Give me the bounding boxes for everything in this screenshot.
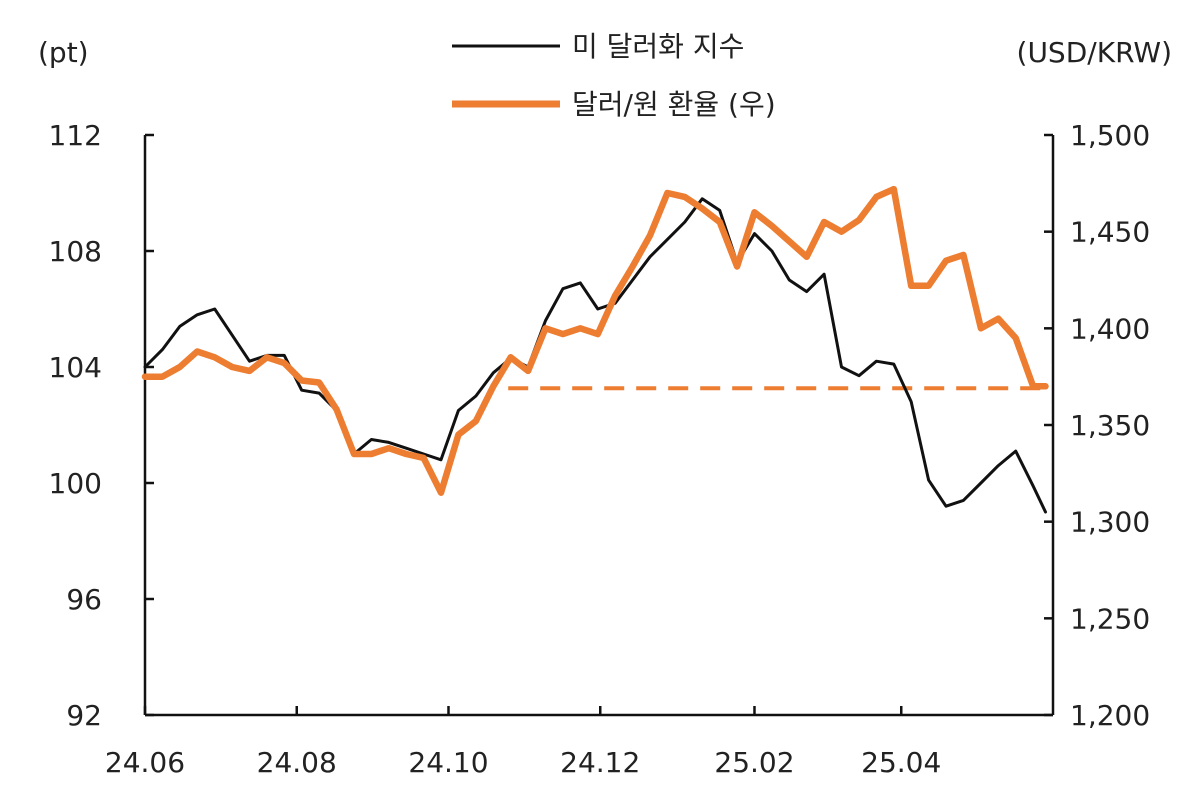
right-y-tick-label: 1,300 [1070, 506, 1150, 539]
right-y-tick-label: 1,250 [1070, 602, 1150, 635]
left-y-tick-label: 112 [49, 119, 102, 152]
right-y-tick-label: 1,350 [1070, 409, 1150, 442]
right-y-tick-label: 1,400 [1070, 312, 1150, 345]
right-y-tick-label: 1,500 [1070, 119, 1150, 152]
left-y-tick-label: 108 [49, 235, 102, 268]
right-y-tick-label: 1,450 [1070, 216, 1150, 249]
left-y-tick-label: 100 [49, 467, 102, 500]
x-ticks: 24.06 24.08 24.10 24.12 25.02 25.04 [105, 706, 941, 779]
legend-label-usdkrw: 달러/원 환율 (우) [572, 88, 776, 121]
left-axis-unit-label: (pt) [38, 36, 89, 69]
x-tick-label: 24.06 [105, 746, 185, 779]
left-y-tick-label: 92 [66, 699, 102, 732]
right-y-tick-label: 1,200 [1070, 699, 1150, 732]
dollar-index-line [143, 197, 1047, 514]
left-y-tick-label: 104 [49, 351, 102, 384]
right-axis-unit-label: (USD/KRW) [1017, 36, 1172, 69]
left-y-tick-label: 96 [66, 583, 102, 616]
x-tick-label: 24.08 [257, 746, 337, 779]
plot-area [141, 185, 1049, 514]
x-tick-label: 25.04 [861, 746, 941, 779]
legend: 미 달러화 지수 달러/원 환율 (우) [452, 30, 776, 121]
legend-label-dollar-index: 미 달러화 지수 [572, 30, 744, 63]
usdkrw-rate-line [141, 185, 1049, 496]
right-y-ticks: 1,500 1,450 1,400 1,350 1,300 1,250 1,200 [1044, 119, 1150, 732]
left-y-ticks: 112 108 104 100 96 92 [49, 119, 154, 732]
x-tick-label: 25.02 [714, 746, 794, 779]
x-tick-label: 24.12 [560, 746, 640, 779]
x-tick-label: 24.10 [408, 746, 488, 779]
